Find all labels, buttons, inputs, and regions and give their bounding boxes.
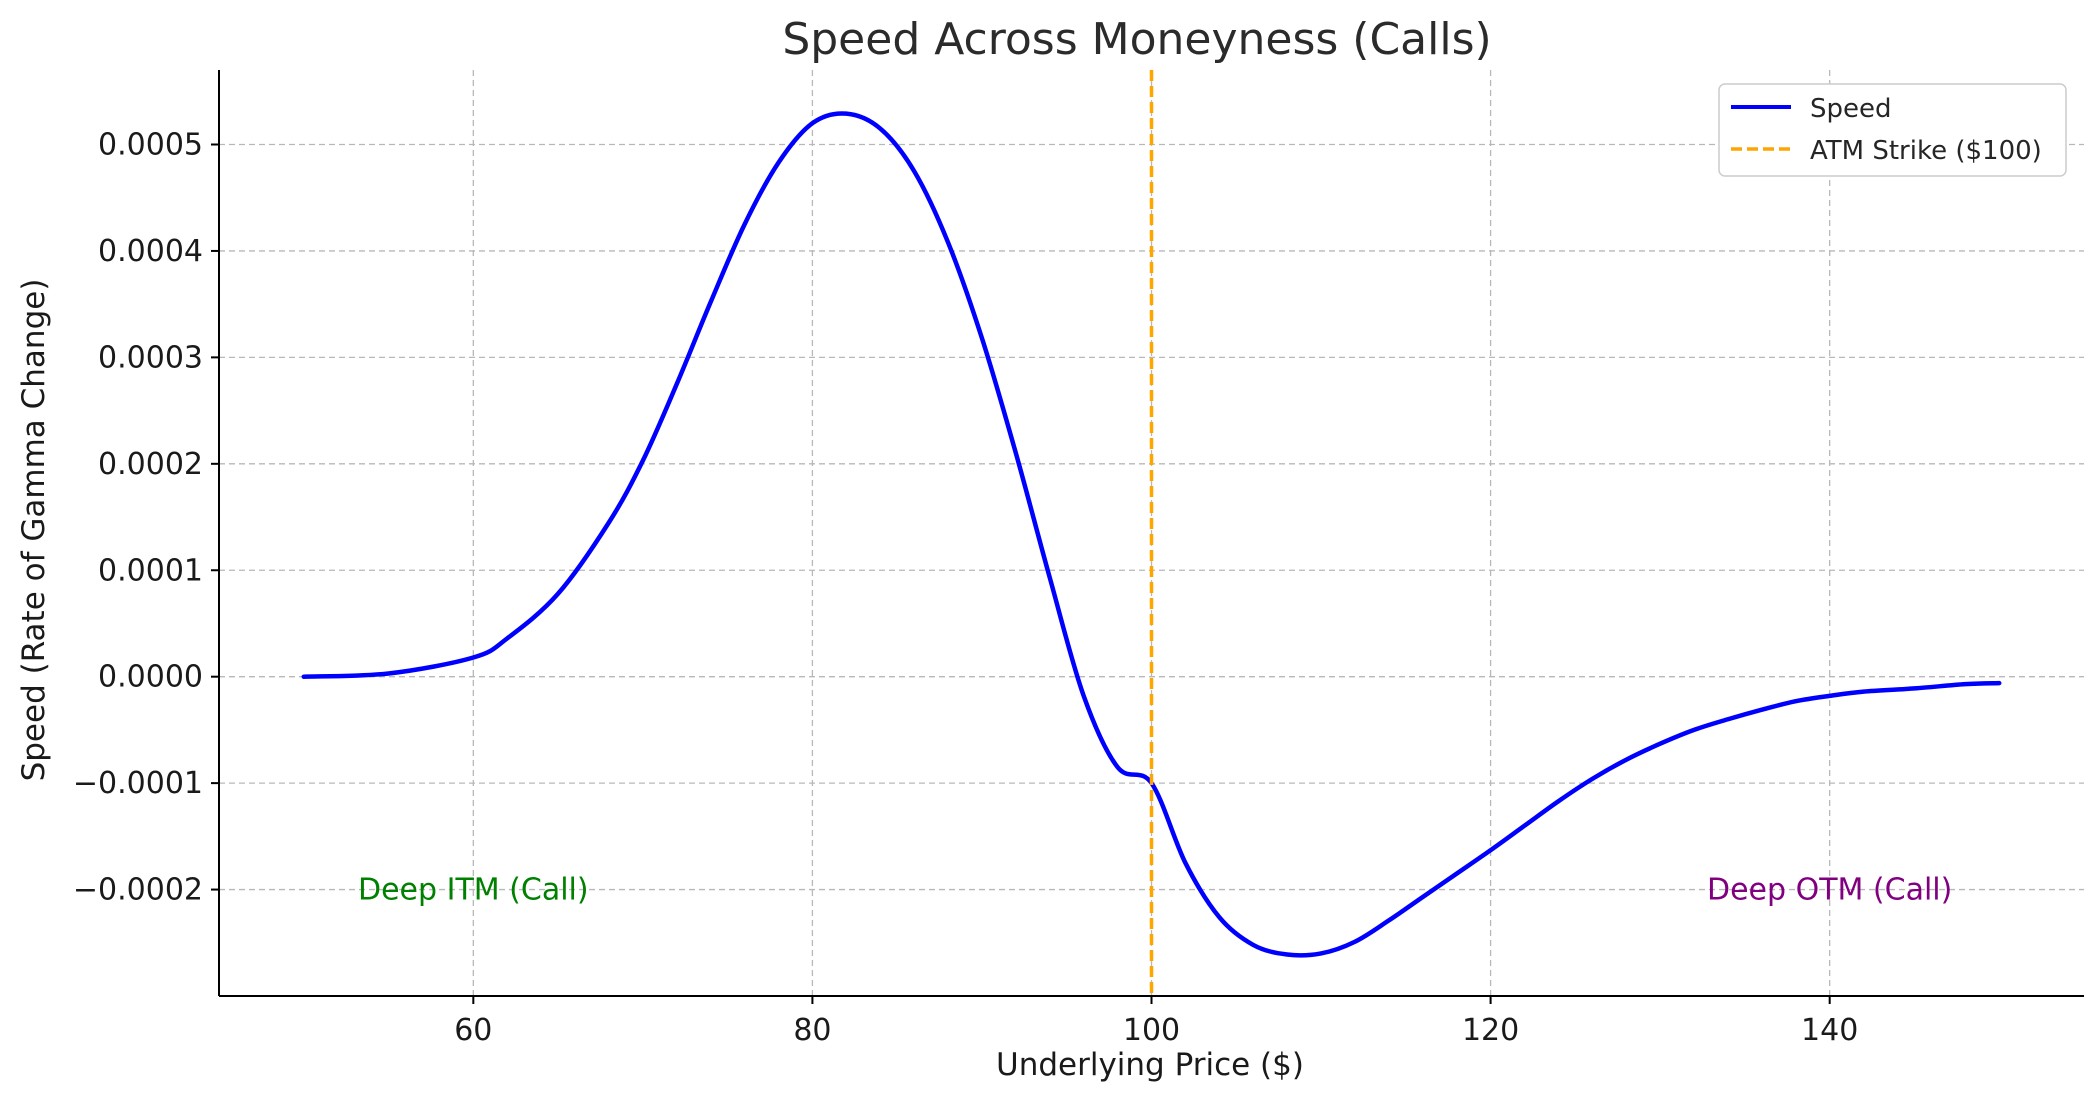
y-tick-label: −0.0002: [73, 873, 203, 908]
y-tick-label: 0.0004: [98, 234, 203, 269]
x-tick-label: 120: [1462, 1013, 1519, 1048]
x-tick-label: 100: [1123, 1013, 1180, 1048]
y-tick-label: 0.0001: [98, 553, 203, 588]
x-tick-label: 140: [1801, 1013, 1858, 1048]
annotation-deep-itm: Deep ITM (Call): [358, 873, 589, 908]
annotations: Deep ITM (Call) Deep OTM (Call): [358, 873, 1952, 908]
y-tick-label: 0.0005: [98, 128, 203, 163]
y-tick-label: 0.0002: [98, 447, 203, 482]
chart-title: Speed Across Moneyness (Calls): [782, 14, 1491, 65]
y-axis-label: Speed (Rate of Gamma Change): [16, 279, 52, 782]
y-tick-label: −0.0001: [73, 766, 203, 801]
axes: [211, 70, 2084, 1004]
tick-labels: 60 80 100 120 140 −0.0002 −0.0001 0.0000 0.0001 0…: [73, 128, 1858, 1048]
x-axis-label: Underlying Price ($): [996, 1047, 1304, 1083]
legend-label-atm-strike: ATM Strike ($100): [1810, 136, 2042, 166]
y-tick-label: 0.0003: [98, 340, 203, 375]
x-tick-label: 80: [793, 1013, 831, 1048]
annotation-deep-otm: Deep OTM (Call): [1707, 873, 1952, 908]
series-layer: [301, 70, 2002, 996]
legend: Speed ATM Strike ($100): [1718, 83, 2067, 177]
y-tick-label: 0.0000: [98, 660, 203, 695]
legend-box: [1718, 83, 2067, 177]
legend-label-speed: Speed: [1810, 94, 1892, 124]
x-tick-label: 60: [454, 1013, 492, 1048]
